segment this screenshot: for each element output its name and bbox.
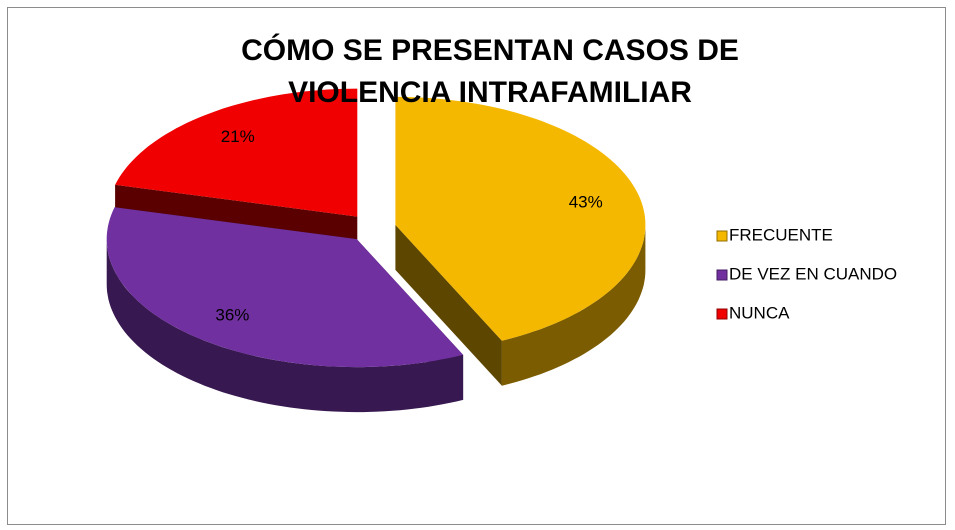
slice (115, 88, 358, 217)
data-label: 21% (221, 127, 255, 146)
chart-border (7, 7, 946, 525)
data-label: 36% (215, 306, 249, 325)
legend-swatch (716, 308, 728, 320)
legend-label: NUNCA (729, 303, 790, 322)
legend-label: DE VEZ EN CUANDO (729, 264, 897, 283)
slice-side (395, 224, 502, 386)
legend-label: FRECUENTE (729, 225, 833, 244)
slice (106, 207, 464, 368)
legend-swatch (716, 269, 728, 281)
slice-wall (501, 224, 646, 386)
data-label: 43% (569, 193, 603, 212)
slice-wall (106, 239, 464, 413)
slice (395, 96, 646, 341)
chart-title: CÓMO SE PRESENTAN CASOS DE VIOLENCIA INT… (241, 34, 739, 109)
legend-swatch (716, 230, 728, 242)
